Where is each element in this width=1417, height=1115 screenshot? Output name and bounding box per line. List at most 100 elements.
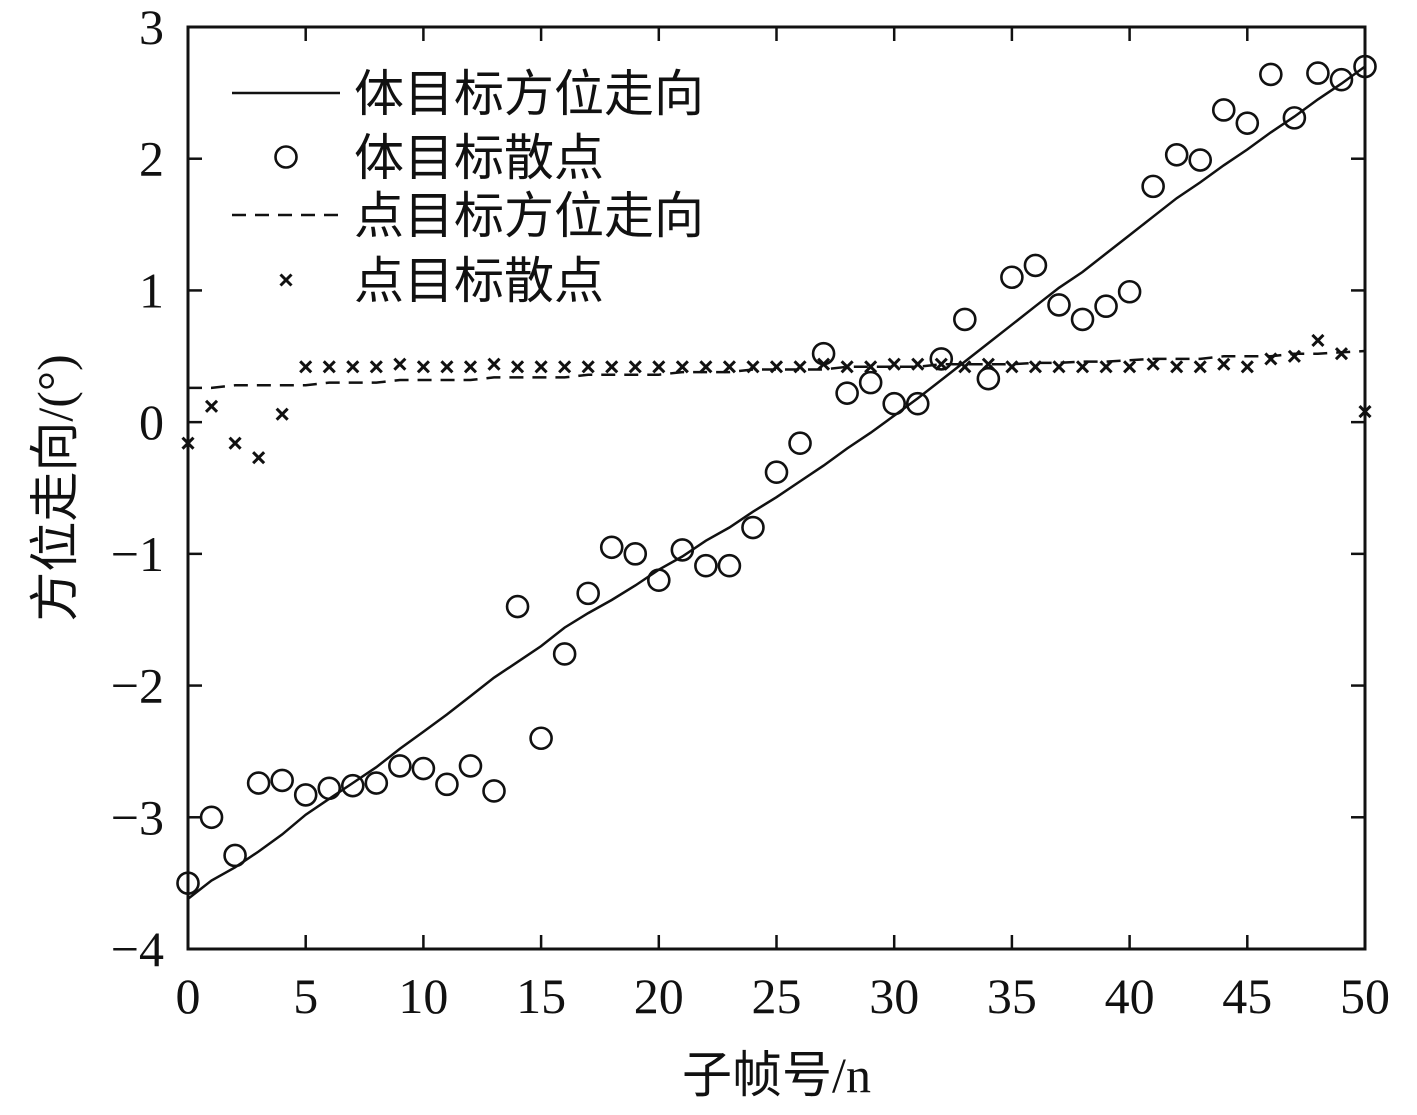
x-point	[1334, 347, 1349, 361]
circle-point	[1353, 54, 1377, 79]
x-marker-stroke	[1217, 357, 1231, 371]
x-marker-stroke	[981, 357, 995, 371]
circle-point	[1188, 148, 1213, 172]
x-marker-stroke	[1193, 360, 1207, 374]
x-marker-stroke	[463, 360, 478, 374]
x-point	[746, 360, 760, 374]
x-marker-stroke	[1264, 352, 1278, 366]
x-marker-stroke	[1099, 360, 1113, 374]
x-marker-stroke	[1358, 405, 1372, 419]
legend-x-symbol	[279, 273, 293, 287]
x-marker-stroke	[181, 436, 195, 450]
circle-point	[835, 381, 859, 405]
y-tick-labels: −4 −3 −2 −1 0 1 2 3	[111, 0, 164, 977]
circle-point	[411, 756, 436, 781]
x-point	[181, 436, 195, 450]
x-tick-label: 10	[398, 968, 448, 1024]
x-marker-stroke	[1146, 357, 1160, 371]
x-marker-stroke	[675, 360, 689, 374]
circle-point	[435, 772, 459, 797]
circle-point	[1282, 106, 1307, 130]
x-point	[487, 357, 501, 371]
x-tick-label: 40	[1105, 968, 1155, 1024]
circle-point	[929, 347, 954, 371]
x-point	[1358, 405, 1372, 419]
circle-point	[623, 542, 648, 566]
circle-point	[905, 391, 930, 416]
x-tick-label: 5	[293, 968, 318, 1024]
x-point	[1052, 360, 1066, 374]
legend-label: 体目标方位走向	[354, 66, 704, 122]
x-marker-stroke	[817, 357, 831, 371]
x-marker-stroke	[204, 399, 219, 413]
x-point	[1240, 360, 1254, 374]
x-point	[510, 360, 525, 374]
x-point	[1217, 357, 1231, 371]
x-point	[769, 360, 784, 374]
x-point	[463, 360, 478, 374]
x-marker-stroke	[1028, 360, 1043, 374]
legend-label: 点目标散点	[354, 253, 604, 309]
circle-point	[1094, 294, 1118, 319]
x-point	[675, 360, 689, 374]
x-point	[1123, 360, 1137, 374]
y-tick-label: −1	[111, 526, 164, 582]
circle-point	[694, 553, 718, 578]
circle-point	[388, 754, 412, 778]
x-marker-stroke	[440, 360, 454, 374]
series-layer	[176, 54, 1377, 900]
x-point	[228, 436, 242, 450]
x-point	[1193, 360, 1207, 374]
x-marker-stroke	[393, 357, 407, 371]
x-point	[322, 360, 336, 374]
x-marker-stroke	[887, 357, 901, 371]
y-axis-title: 方位走向/(°)	[27, 354, 83, 621]
x-marker-stroke	[840, 360, 854, 374]
y-tick-label: 0	[139, 394, 164, 450]
x-marker-stroke	[793, 360, 807, 374]
x-tick-label: 30	[869, 968, 919, 1024]
x-point	[1287, 349, 1301, 363]
x-marker-stroke	[279, 273, 293, 287]
x-tick-label: 25	[752, 968, 802, 1024]
x-marker-stroke	[487, 357, 501, 371]
circle-point	[1235, 111, 1260, 135]
x-marker-stroke	[1123, 360, 1137, 374]
circle-point	[223, 843, 247, 868]
circle-point	[764, 460, 789, 484]
x-point	[1146, 357, 1160, 371]
x-marker-stroke	[534, 360, 548, 374]
x-point	[440, 360, 454, 374]
y-tick-label: 1	[139, 262, 164, 318]
x-point	[699, 360, 713, 374]
x-point	[887, 357, 901, 371]
y-tick-label: 3	[139, 0, 164, 55]
circle-point	[741, 515, 765, 540]
series-1	[176, 54, 1377, 895]
circle-point	[1329, 67, 1354, 92]
x-marker-stroke	[746, 360, 760, 374]
circle-point	[882, 391, 907, 416]
x-point	[1264, 352, 1278, 366]
legend-item-circle: 体目标散点	[274, 130, 604, 186]
x-marker-stroke	[699, 360, 713, 374]
x-tick-label: 50	[1340, 968, 1390, 1024]
x-marker-stroke	[558, 360, 572, 374]
x-marker-stroke	[322, 360, 336, 374]
x-point	[958, 360, 972, 374]
circle-point	[340, 773, 365, 798]
x-tick-label: 35	[987, 968, 1037, 1024]
circle-point	[976, 366, 1001, 391]
circle-point	[1117, 279, 1142, 304]
x-marker-stroke	[605, 360, 619, 374]
y-tick-label: −2	[111, 658, 164, 714]
x-marker-stroke	[252, 451, 266, 465]
x-marker-stroke	[581, 360, 595, 374]
legend-item-solid: 体目标方位走向	[232, 66, 704, 122]
circle-point	[1141, 174, 1165, 199]
x-point	[252, 451, 266, 465]
x-marker-stroke	[369, 360, 383, 374]
x-point	[1005, 360, 1019, 374]
circle-point	[293, 783, 318, 807]
